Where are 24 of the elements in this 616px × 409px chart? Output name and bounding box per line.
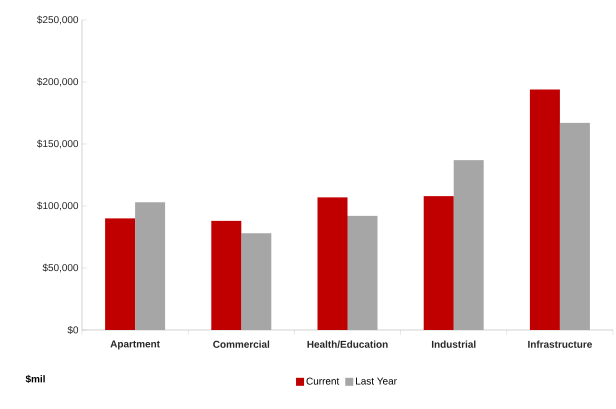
legend-label: Current	[306, 378, 340, 385]
bar	[424, 196, 454, 330]
bar	[560, 122, 590, 330]
bar	[105, 218, 136, 330]
y-tick-label: $200,000	[37, 78, 78, 86]
bar	[530, 89, 560, 330]
x-tick-label: Industrial	[432, 340, 476, 348]
y-tick-label: $50,000	[42, 264, 78, 272]
x-tick-label: Apartment	[110, 340, 160, 350]
bar	[454, 160, 484, 330]
bar	[318, 197, 348, 330]
x-tick-label: Infrastructure	[528, 340, 592, 348]
y-tick-label: $150,000	[37, 140, 78, 148]
bar	[135, 202, 166, 330]
bar	[241, 233, 272, 330]
text: $mil	[26, 374, 45, 384]
legend-label: Last Year	[356, 378, 397, 385]
x-tick-label: Commercial	[213, 340, 270, 348]
y-tick-label: $250,000	[37, 16, 78, 24]
bar	[348, 216, 378, 330]
y-tick-label: $100,000	[37, 202, 78, 210]
x-tick-label: Health/Education	[307, 340, 388, 348]
bar	[211, 220, 242, 330]
y-tick-label: $0	[68, 326, 78, 334]
